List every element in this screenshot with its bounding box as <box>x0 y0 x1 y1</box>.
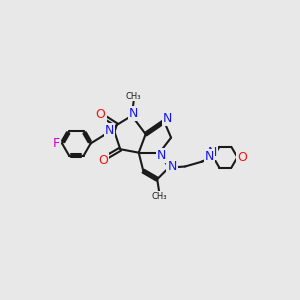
Text: F: F <box>53 137 60 150</box>
Text: CH₃: CH₃ <box>152 192 167 201</box>
Text: N: N <box>167 160 177 173</box>
Text: N: N <box>105 124 114 137</box>
Text: N: N <box>205 150 214 163</box>
Text: N: N <box>208 146 217 159</box>
Text: CH₃: CH₃ <box>126 92 141 101</box>
Text: O: O <box>237 151 247 164</box>
Text: O: O <box>98 154 108 166</box>
Text: N: N <box>157 149 166 162</box>
Text: N: N <box>163 112 172 125</box>
Text: N: N <box>129 107 138 120</box>
Text: O: O <box>96 108 106 121</box>
